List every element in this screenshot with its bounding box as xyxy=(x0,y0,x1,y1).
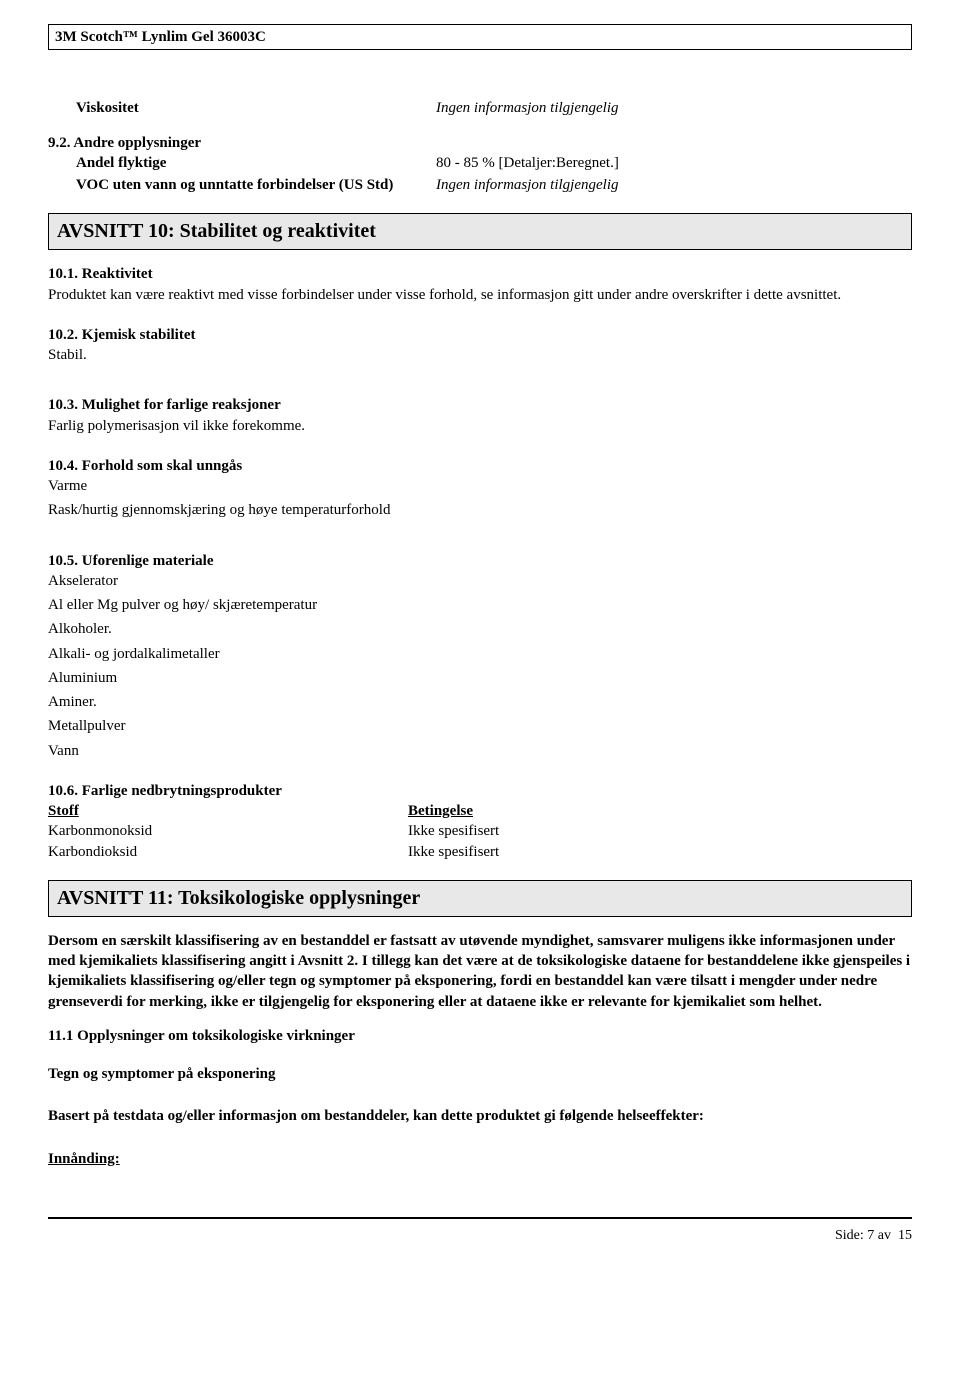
property-row: Viskositet Ingen informasjon tilgjengeli… xyxy=(48,98,912,118)
section-10-4-heading: 10.4. Forhold som skal unngås xyxy=(48,456,912,476)
section-9-2: 9.2. Andre opplysninger Andel flyktige 8… xyxy=(48,133,912,196)
document-title: 3M Scotch™ Lynlim Gel 36003C xyxy=(55,29,266,45)
based-on-text: Basert på testdata og/eller informasjon … xyxy=(48,1106,912,1126)
property-row: VOC uten vann og unntatte forbindelser (… xyxy=(48,175,912,195)
incompatible-line: Metallpulver xyxy=(48,716,912,736)
decomposition-row: Karbondioksid Ikke spesifisert xyxy=(48,842,912,862)
inhalation-heading: Innånding: xyxy=(48,1149,912,1169)
decomposition-condition: Ikke spesifisert xyxy=(408,821,912,841)
page-total: 15 xyxy=(898,1228,912,1243)
viscosity-value: Ingen informasjon tilgjengelig xyxy=(436,98,912,118)
volatile-fraction-label: Andel flyktige xyxy=(76,153,436,173)
section-11-banner: AVSNITT 11: Toksikologiske opplysninger xyxy=(48,880,912,917)
decomposition-row: Karbonmonoksid Ikke spesifisert xyxy=(48,821,912,841)
decomposition-substance: Karbondioksid xyxy=(48,842,408,862)
section-10-6-heading: 10.6. Farlige nedbrytningsprodukter xyxy=(48,781,912,801)
viscosity-label: Viskositet xyxy=(76,98,436,118)
page-number: 7 xyxy=(867,1228,874,1243)
decomposition-header-row: Stoff Betingelse xyxy=(48,801,912,821)
section-10-5-heading: 10.5. Uforenlige materiale xyxy=(48,551,912,571)
decomposition-col1-head: Stoff xyxy=(48,801,408,821)
section-9-2-heading: 9.2. Andre opplysninger xyxy=(48,133,912,153)
incompatible-line: Vann xyxy=(48,741,912,761)
section-11-intro: Dersom en særskilt klassifisering av en … xyxy=(48,931,912,1012)
section-10-banner: AVSNITT 10: Stabilitet og reaktivitet xyxy=(48,213,912,250)
incompatible-line: Akselerator xyxy=(48,571,912,591)
section-10-4-body-2: Rask/hurtig gjennomskjæring og høye temp… xyxy=(48,500,912,520)
incompatible-line: Aminer. xyxy=(48,692,912,712)
voc-label: VOC uten vann og unntatte forbindelser (… xyxy=(76,175,436,195)
section-10-3-body: Farlig polymerisasjon vil ikke forekomme… xyxy=(48,416,912,436)
incompatible-line: Aluminium xyxy=(48,668,912,688)
incompatible-line: Alkoholer. xyxy=(48,619,912,639)
section-10-2-heading: 10.2. Kjemisk stabilitet xyxy=(48,325,912,345)
volatile-fraction-value: 80 - 85 % [Detaljer:Beregnet.] xyxy=(436,153,912,173)
voc-value: Ingen informasjon tilgjengelig xyxy=(436,175,912,195)
decomposition-substance: Karbonmonoksid xyxy=(48,821,408,841)
section-11-1-heading: 11.1 Opplysninger om toksikologiske virk… xyxy=(48,1026,912,1046)
decomposition-col2-head: Betingelse xyxy=(408,801,912,821)
incompatible-line: Alkali- og jordalkalimetaller xyxy=(48,644,912,664)
incompatible-line: Al eller Mg pulver og høy/ skjæretempera… xyxy=(48,595,912,615)
section-10-1-body: Produktet kan være reaktivt med visse fo… xyxy=(48,285,912,305)
section-10-1-heading: 10.1. Reaktivitet xyxy=(48,264,912,284)
page-footer: Side: 7 av 15 xyxy=(48,1219,912,1246)
signs-symptoms-heading: Tegn og symptomer på eksponering xyxy=(48,1064,912,1084)
section-10-4-body-1: Varme xyxy=(48,476,912,496)
document-header-box: 3M Scotch™ Lynlim Gel 36003C xyxy=(48,24,912,50)
page-prefix: Side: xyxy=(835,1228,864,1243)
property-row: Andel flyktige 80 - 85 % [Detaljer:Bereg… xyxy=(48,153,912,173)
section-10-3-heading: 10.3. Mulighet for farlige reaksjoner xyxy=(48,395,912,415)
decomposition-condition: Ikke spesifisert xyxy=(408,842,912,862)
section-10-2-body: Stabil. xyxy=(48,345,912,365)
page-separator: av xyxy=(878,1228,891,1243)
